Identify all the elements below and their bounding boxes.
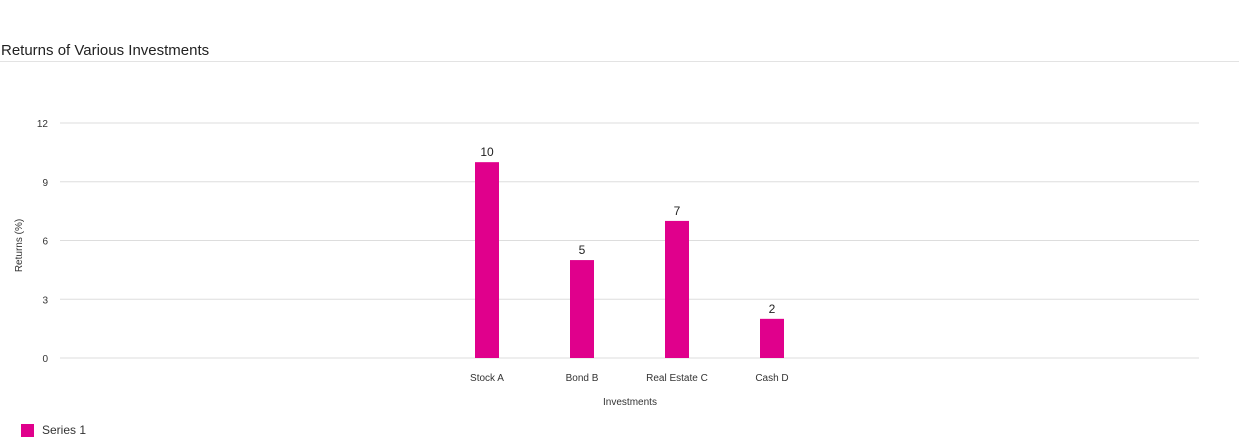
- bar: [760, 318, 784, 358]
- x-tick-label: Bond B: [566, 373, 599, 384]
- bar: [665, 220, 689, 358]
- x-tick-label: Real Estate C: [646, 373, 708, 384]
- y-tick-label: 0: [42, 354, 48, 365]
- data-label: 7: [674, 204, 681, 218]
- chart-header: Returns of Various Investments: [0, 0, 1239, 62]
- y-tick-label: 9: [42, 178, 48, 189]
- legend: Series 1: [21, 422, 86, 438]
- chart-title: Returns of Various Investments: [1, 42, 210, 59]
- legend-swatch: [21, 423, 34, 437]
- data-label: 5: [579, 243, 586, 257]
- y-tick-label: 12: [37, 119, 49, 130]
- bar: [570, 260, 594, 358]
- x-tick-label: Cash D: [755, 373, 788, 384]
- x-tick-label: Stock A: [470, 373, 504, 384]
- bar: [475, 162, 499, 358]
- legend-label[interactable]: Series 1: [42, 423, 87, 437]
- x-axis-label: Investments: [603, 397, 657, 408]
- y-tick-label: 3: [42, 295, 48, 306]
- y-axis-label: Returns (%): [14, 219, 25, 272]
- y-tick-label: 6: [42, 237, 48, 248]
- data-label: 2: [769, 302, 776, 316]
- data-label: 10: [480, 145, 494, 159]
